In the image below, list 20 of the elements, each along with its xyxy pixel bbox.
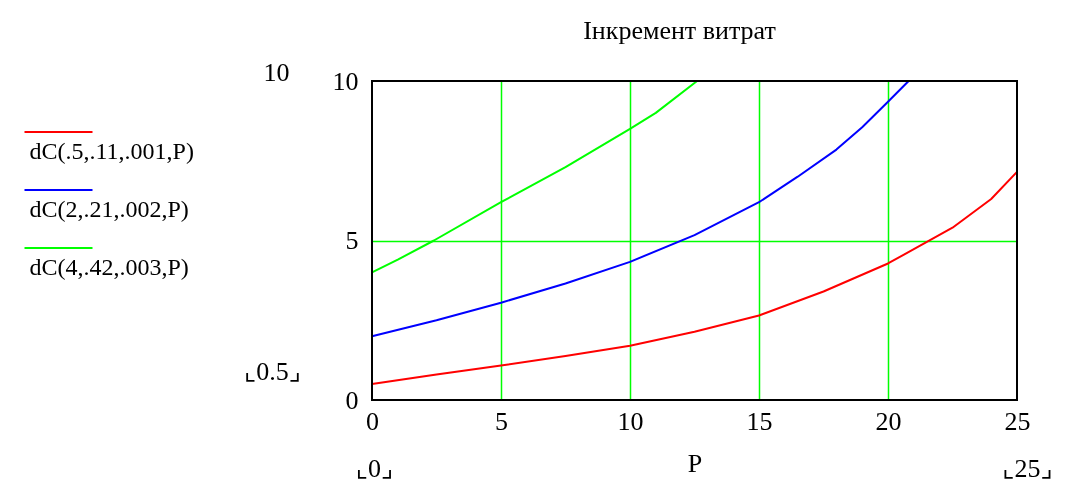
legend-label: dC(2,.21,.002,P)	[29, 196, 189, 222]
text: ⌞0⌟	[355, 454, 394, 483]
legend-label: dC(.5,.11,.001,P)	[29, 138, 194, 164]
y-tick-label: 10	[332, 66, 359, 96]
text: ⌞0.5⌟	[244, 357, 301, 386]
x-tick-label: 20	[875, 406, 902, 436]
text: 10	[263, 58, 290, 88]
x-axis-title: P	[687, 448, 703, 478]
chart-title: Інкремент витрат	[583, 16, 776, 46]
line-series	[371, 80, 910, 338]
x-tick-label: 25	[1004, 406, 1031, 436]
x-tick-label: 10	[617, 406, 644, 436]
x-tick-label: 5	[495, 406, 508, 436]
x-tick-label: 0	[366, 406, 379, 436]
line-series	[371, 170, 1018, 386]
y-tick-label: 5	[345, 226, 359, 255]
y-tick-label: 0	[345, 385, 359, 415]
text: ⌞25⌟	[1002, 454, 1053, 483]
legend-label: dC(4,.42,.003,P)	[29, 254, 189, 280]
x-tick-label: 15	[746, 406, 773, 436]
